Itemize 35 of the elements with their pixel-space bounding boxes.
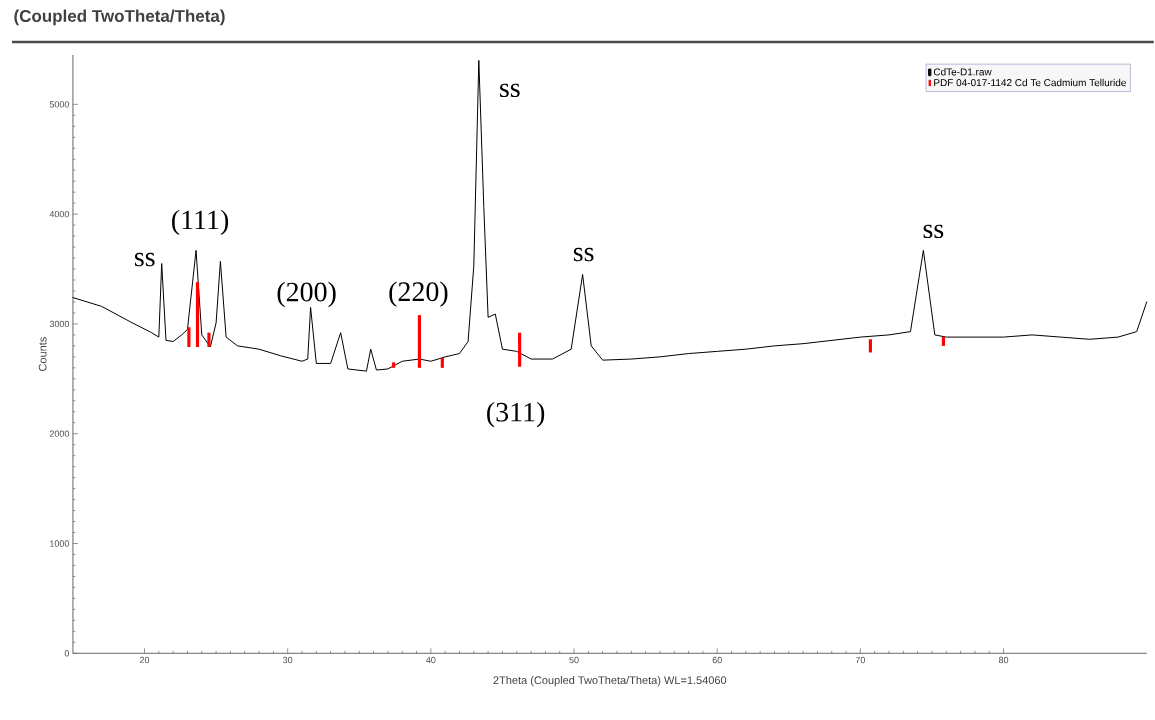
annotation: (311) — [487, 401, 545, 428]
bar — [440, 357, 444, 368]
y-tick-label: 2000 — [49, 430, 70, 437]
y-tick-label: 1000 — [50, 540, 70, 547]
x-tick-label: 40 — [426, 656, 436, 664]
annotation: ss — [500, 83, 520, 98]
chart-title: (Coupled TwoTheta/Theta) — [14, 9, 225, 26]
x-tick-label: 70 — [855, 656, 866, 664]
bar — [417, 315, 421, 368]
x-axis-title: 2Theta (Coupled TwoTheta/Theta) WL=1.54060 — [493, 675, 727, 687]
y-axis-title: Counts — [38, 337, 47, 371]
annotation: ss — [923, 224, 944, 238]
annotation: (111) — [172, 209, 229, 235]
annotation: (220) — [389, 281, 448, 307]
x-tick-label: 80 — [998, 656, 1009, 664]
bar — [187, 327, 191, 347]
x-tick-label: 30 — [283, 656, 293, 664]
annotation: (200) — [277, 281, 336, 308]
x-tick-label: 60 — [712, 656, 722, 664]
y-tick-label: 5000 — [49, 101, 70, 108]
bar — [868, 339, 872, 353]
y-tick-label: 3000 — [49, 320, 70, 327]
bar — [941, 336, 945, 346]
annotation: ss — [573, 247, 594, 262]
x-tick-label: 20 — [139, 656, 150, 664]
bar — [392, 362, 396, 368]
bar — [207, 332, 211, 347]
y-tick-label: 0 — [64, 649, 70, 657]
legend-label: CdTe-D1.raw — [933, 68, 992, 76]
legend-label: PDF 04-017-1142 Cd Te Cadmium Telluride — [934, 78, 1126, 87]
x-tick-label: 50 — [569, 656, 579, 664]
bar — [195, 282, 200, 347]
y-tick-label: 4000 — [49, 210, 70, 218]
bar — [518, 332, 522, 367]
annotation: ss — [134, 252, 155, 267]
